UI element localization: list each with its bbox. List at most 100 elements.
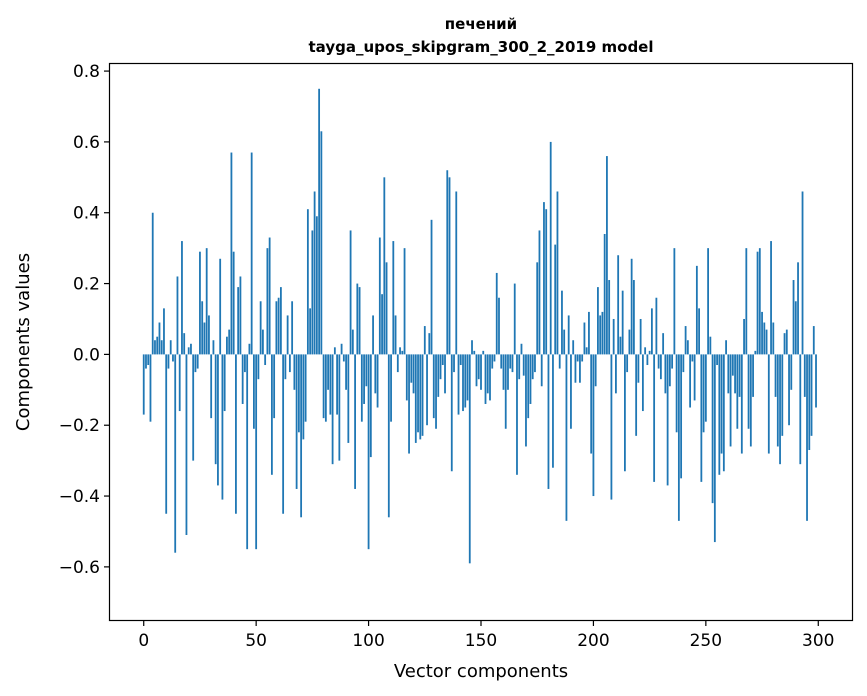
bar [711, 354, 714, 504]
bar [511, 354, 514, 373]
bar [738, 354, 741, 397]
bar [457, 354, 460, 415]
bar [504, 354, 507, 429]
bar [282, 354, 285, 514]
bar [770, 241, 772, 355]
bar [561, 290, 563, 355]
bar [686, 340, 689, 355]
bar [154, 340, 156, 355]
bar [291, 301, 294, 355]
bar [228, 329, 231, 355]
bar [572, 340, 575, 355]
bar [808, 354, 811, 451]
bar [567, 315, 570, 355]
bar [513, 283, 516, 355]
bar [740, 354, 743, 454]
bar [163, 308, 165, 355]
bar [223, 354, 226, 412]
bar [475, 354, 478, 387]
bar [745, 248, 748, 355]
bar [158, 322, 161, 355]
bar [183, 333, 186, 355]
bar [772, 322, 775, 355]
bar [700, 354, 703, 482]
bar [628, 329, 631, 355]
bar [360, 354, 363, 422]
bar [734, 354, 736, 394]
bar [399, 347, 401, 355]
bar [702, 354, 705, 433]
bar [327, 354, 329, 390]
bar [585, 347, 588, 355]
bar [709, 336, 712, 355]
bar [641, 354, 644, 412]
bar [408, 354, 410, 454]
bar [500, 354, 503, 369]
bar [306, 209, 309, 355]
bar [509, 354, 512, 369]
bar [257, 354, 260, 380]
bar [693, 354, 696, 401]
bar [516, 354, 518, 475]
bar [788, 354, 790, 426]
bar [176, 276, 179, 355]
bar [349, 230, 352, 355]
bar [610, 354, 613, 500]
bar [324, 354, 327, 422]
y-tick-label: −0.2 [59, 416, 100, 436]
x-tick-label: 200 [577, 631, 609, 651]
bar [432, 354, 435, 419]
bar [498, 297, 500, 355]
bar [556, 191, 559, 355]
bar [466, 354, 469, 401]
bar [781, 354, 784, 436]
bar [731, 354, 734, 376]
bar [156, 336, 159, 355]
bar [815, 354, 817, 408]
y-axis-label: Components values [13, 253, 34, 431]
bar [583, 322, 586, 355]
x-tick-label: 50 [245, 631, 267, 651]
bar [473, 350, 476, 355]
bar [383, 177, 386, 355]
bar [707, 248, 709, 355]
bar [318, 88, 321, 355]
bar [792, 280, 795, 355]
bar [749, 354, 752, 447]
x-tick-label: 300 [802, 631, 834, 651]
bar [253, 354, 255, 429]
bar [169, 340, 172, 355]
bar [608, 280, 611, 355]
bar [630, 258, 633, 355]
bar [756, 251, 759, 355]
bar [725, 340, 727, 355]
bar [423, 326, 426, 355]
bar [205, 248, 208, 355]
bar [192, 354, 195, 461]
bar [785, 329, 788, 355]
bar [412, 354, 415, 394]
bar [336, 354, 338, 415]
bar [592, 354, 595, 497]
bar [543, 202, 545, 355]
x-tick-label: 0 [138, 631, 149, 651]
bar [574, 354, 577, 383]
bar [803, 354, 806, 397]
bar [268, 237, 271, 355]
x-tick-label: 150 [465, 631, 497, 651]
bar [666, 354, 669, 486]
bar [403, 248, 406, 355]
bar [531, 354, 534, 380]
bar [369, 354, 372, 458]
bar [174, 354, 177, 553]
bar [698, 308, 700, 355]
bar [704, 354, 707, 422]
bar [662, 333, 665, 355]
bar [527, 354, 530, 419]
bar [668, 354, 671, 387]
bar [633, 280, 635, 355]
bar [484, 354, 487, 404]
bar [181, 241, 183, 355]
bar [606, 156, 608, 355]
bar [167, 354, 170, 369]
